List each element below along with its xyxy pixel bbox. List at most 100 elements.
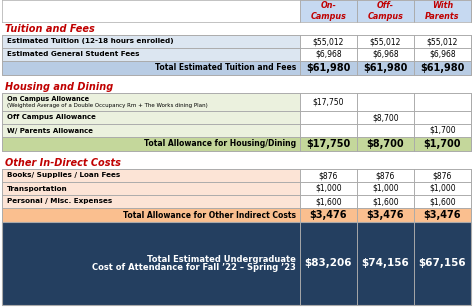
Text: $55,012: $55,012 bbox=[427, 37, 458, 46]
Text: $1,000: $1,000 bbox=[372, 184, 399, 193]
Bar bbox=[2, 35, 471, 75]
Bar bbox=[300, 48, 357, 61]
Text: $61,980: $61,980 bbox=[306, 63, 351, 73]
Bar bbox=[2, 93, 300, 111]
Bar bbox=[357, 93, 414, 111]
Text: Books/ Supplies / Loan Fees: Books/ Supplies / Loan Fees bbox=[7, 173, 120, 178]
Text: $61,980: $61,980 bbox=[420, 63, 465, 73]
Bar bbox=[414, 195, 471, 208]
Bar bbox=[414, 137, 471, 151]
Text: $1,700: $1,700 bbox=[424, 139, 461, 149]
Bar bbox=[2, 169, 300, 182]
Text: On-
Campus: On- Campus bbox=[310, 1, 346, 21]
Text: Total Allowance for Housing/Dining: Total Allowance for Housing/Dining bbox=[144, 139, 296, 149]
Text: Off-
Campus: Off- Campus bbox=[367, 1, 403, 21]
Bar bbox=[357, 195, 414, 208]
Bar bbox=[357, 222, 414, 305]
Bar bbox=[357, 137, 414, 151]
Bar bbox=[2, 222, 471, 305]
Bar bbox=[300, 169, 357, 182]
Bar bbox=[414, 0, 471, 22]
Text: $83,206: $83,206 bbox=[305, 258, 352, 269]
Bar bbox=[414, 93, 471, 111]
Text: $3,476: $3,476 bbox=[367, 210, 404, 220]
Bar bbox=[300, 93, 357, 111]
Bar bbox=[300, 195, 357, 208]
Text: $1,600: $1,600 bbox=[429, 197, 456, 206]
Bar bbox=[357, 124, 414, 137]
Text: $1,000: $1,000 bbox=[315, 184, 342, 193]
Bar bbox=[2, 222, 300, 305]
Bar bbox=[2, 208, 300, 222]
Text: $1,600: $1,600 bbox=[315, 197, 342, 206]
Bar bbox=[2, 22, 471, 35]
Bar bbox=[414, 111, 471, 124]
Bar bbox=[414, 48, 471, 61]
Text: Off Campus Allowance: Off Campus Allowance bbox=[7, 115, 96, 121]
Bar bbox=[2, 48, 300, 61]
Bar bbox=[2, 156, 471, 169]
Bar bbox=[357, 35, 414, 48]
Text: Tuition and Fees: Tuition and Fees bbox=[5, 24, 95, 33]
Text: $8,700: $8,700 bbox=[367, 139, 404, 149]
Text: $8,700: $8,700 bbox=[372, 113, 399, 122]
Text: $6,968: $6,968 bbox=[372, 50, 399, 59]
Bar bbox=[357, 0, 414, 22]
Bar bbox=[300, 124, 357, 137]
Bar bbox=[300, 35, 357, 48]
Text: $17,750: $17,750 bbox=[306, 139, 351, 149]
Text: $1,000: $1,000 bbox=[429, 184, 456, 193]
Bar bbox=[2, 61, 300, 75]
Bar bbox=[357, 111, 414, 124]
Bar bbox=[357, 182, 414, 195]
Bar bbox=[414, 169, 471, 182]
Bar bbox=[357, 61, 414, 75]
Text: $61,980: $61,980 bbox=[363, 63, 408, 73]
Bar bbox=[2, 195, 300, 208]
Text: Estimated Tuition (12-18 hours enrolled): Estimated Tuition (12-18 hours enrolled) bbox=[7, 38, 173, 45]
Bar bbox=[2, 169, 471, 222]
Bar bbox=[414, 208, 471, 222]
Text: Cost of Attendance for Fall ’22 – Spring ’23: Cost of Attendance for Fall ’22 – Spring… bbox=[92, 263, 296, 272]
Bar bbox=[2, 0, 300, 22]
Text: With
Parents: With Parents bbox=[425, 1, 460, 21]
Bar bbox=[357, 208, 414, 222]
Text: (Weighted Average of a Double Occupancy Rm + The Works dining Plan): (Weighted Average of a Double Occupancy … bbox=[7, 103, 208, 108]
Bar bbox=[414, 182, 471, 195]
Text: Estimated General Student Fees: Estimated General Student Fees bbox=[7, 52, 139, 57]
Bar bbox=[414, 222, 471, 305]
Bar bbox=[300, 182, 357, 195]
Text: $876: $876 bbox=[319, 171, 338, 180]
Bar bbox=[2, 124, 300, 137]
Text: W/ Parents Allowance: W/ Parents Allowance bbox=[7, 127, 93, 134]
Bar bbox=[300, 61, 357, 75]
Bar bbox=[2, 93, 471, 151]
Bar bbox=[2, 182, 300, 195]
Text: Total Estimated Tuition and Fees: Total Estimated Tuition and Fees bbox=[155, 64, 296, 72]
Text: $876: $876 bbox=[376, 171, 395, 180]
Bar bbox=[414, 124, 471, 137]
Text: $6,968: $6,968 bbox=[429, 50, 456, 59]
Text: $3,476: $3,476 bbox=[310, 210, 347, 220]
Text: $6,968: $6,968 bbox=[315, 50, 342, 59]
Bar bbox=[357, 169, 414, 182]
Text: $1,600: $1,600 bbox=[372, 197, 399, 206]
Text: $17,750: $17,750 bbox=[313, 98, 344, 107]
Bar bbox=[300, 208, 357, 222]
Bar bbox=[2, 35, 300, 48]
Text: $55,012: $55,012 bbox=[313, 37, 344, 46]
Text: Total Estimated Undergraduate: Total Estimated Undergraduate bbox=[147, 255, 296, 264]
Text: $74,156: $74,156 bbox=[362, 258, 410, 269]
Bar bbox=[2, 111, 300, 124]
Text: $876: $876 bbox=[433, 171, 452, 180]
Bar bbox=[2, 137, 300, 151]
Bar bbox=[300, 0, 357, 22]
Text: $3,476: $3,476 bbox=[424, 210, 461, 220]
Bar bbox=[300, 137, 357, 151]
Bar bbox=[414, 35, 471, 48]
Text: Transportation: Transportation bbox=[7, 185, 68, 192]
Text: Housing and Dining: Housing and Dining bbox=[5, 81, 113, 91]
Bar bbox=[300, 111, 357, 124]
Bar bbox=[357, 48, 414, 61]
Text: Total Allowance for Other Indirect Costs: Total Allowance for Other Indirect Costs bbox=[123, 211, 296, 220]
